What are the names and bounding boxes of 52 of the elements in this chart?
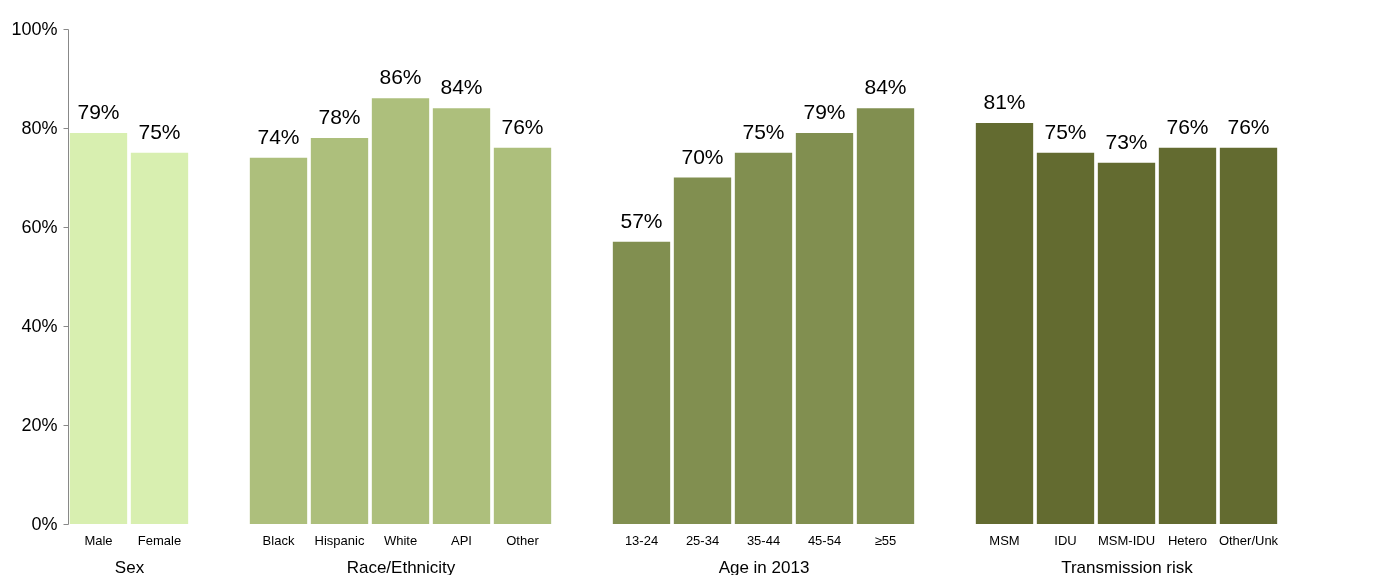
x-tick-label: White <box>383 532 418 548</box>
y-tick-label: 40% <box>21 315 58 336</box>
bar <box>371 98 430 524</box>
x-tick-label: ≥55 <box>874 532 897 548</box>
data-label: 78% <box>318 104 361 128</box>
x-tick-label: 25-34 <box>685 532 720 548</box>
data-label: 86% <box>379 65 422 89</box>
bar <box>432 108 491 524</box>
bar <box>249 157 308 524</box>
x-tick-label: Black <box>262 532 295 548</box>
data-label: 79% <box>77 99 120 123</box>
bar <box>734 152 793 524</box>
data-label: 57% <box>620 208 663 232</box>
x-tick-label: Hispanic <box>314 532 365 548</box>
data-label: 75% <box>1044 119 1087 143</box>
y-tick-label: 100% <box>11 18 58 39</box>
data-label: 75% <box>742 119 785 143</box>
x-tick-label: Hetero <box>1167 532 1208 548</box>
x-tick-label: MSM <box>989 532 1020 548</box>
x-axis-title: Sex <box>114 557 145 575</box>
x-tick-label: Female <box>137 532 182 548</box>
x-tick-label: IDU <box>1054 532 1077 548</box>
x-tick-label: API <box>451 532 472 548</box>
bar <box>310 137 369 524</box>
data-label: 81% <box>983 90 1026 114</box>
bar <box>856 108 915 524</box>
data-label: 74% <box>257 124 300 148</box>
y-tick-label: 60% <box>21 216 58 237</box>
x-tick-label: MSM-IDU <box>1097 532 1156 548</box>
data-label: 73% <box>1105 129 1148 153</box>
data-label: 76% <box>1166 114 1209 138</box>
x-tick-label: 45-54 <box>807 532 842 548</box>
bar <box>673 177 732 524</box>
data-label: 79% <box>803 99 846 123</box>
data-label: 84% <box>440 75 483 99</box>
x-tick-label: Male <box>84 532 113 548</box>
bar <box>612 241 671 524</box>
y-tick-label: 20% <box>21 414 58 435</box>
x-tick-label: Other <box>506 532 540 548</box>
data-label: 76% <box>1227 114 1270 138</box>
data-label: 84% <box>864 75 907 99</box>
x-axis-title: Transmission risk <box>1061 557 1194 575</box>
y-tick-label: 0% <box>31 513 58 534</box>
y-tick-label: 80% <box>21 117 58 138</box>
bar <box>795 132 854 524</box>
x-tick-label: 35-44 <box>746 532 781 548</box>
bar <box>493 147 552 524</box>
data-label: 70% <box>681 144 724 168</box>
x-tick-label: 13-24 <box>624 532 659 548</box>
x-tick-label: Other/Unk <box>1218 532 1279 548</box>
data-label: 76% <box>501 114 544 138</box>
data-label: 75% <box>138 119 181 143</box>
